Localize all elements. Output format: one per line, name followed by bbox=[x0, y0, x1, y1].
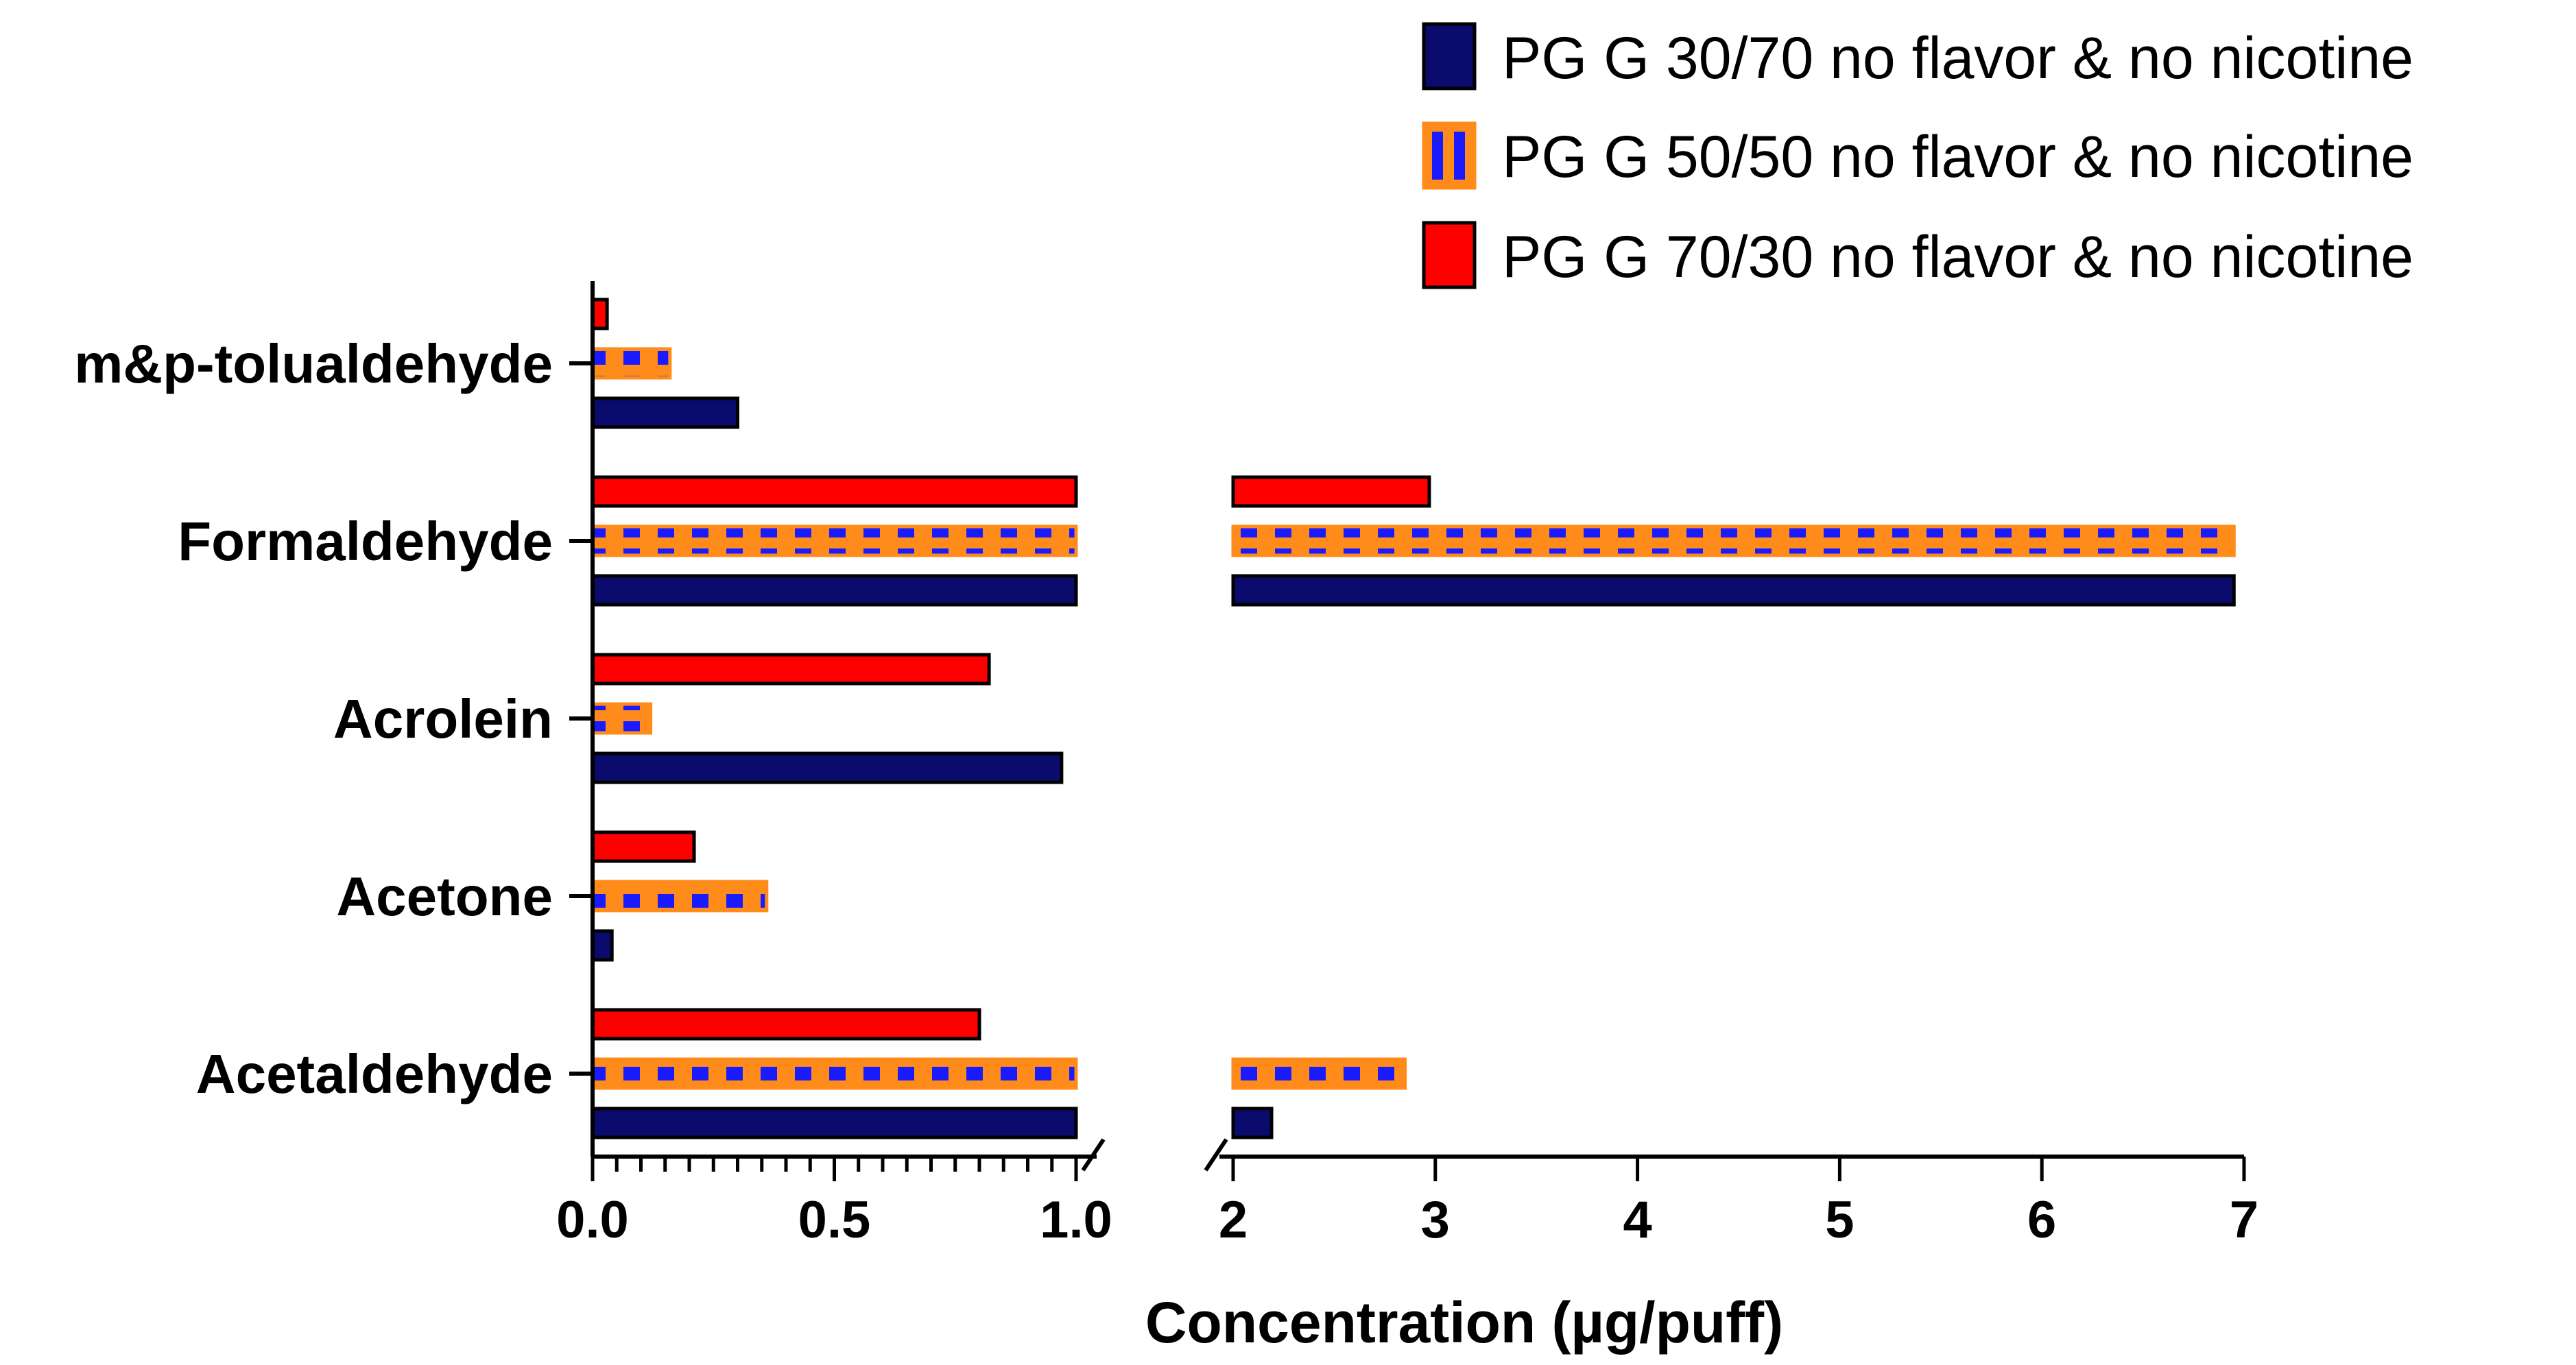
plot-area: m&p-tolualdehyde Formaldehyde Acrolein Acet… bbox=[74, 281, 2258, 1249]
legend-label-series-2: PG G 50/50 no flavor & no nicotine bbox=[1502, 124, 2413, 190]
bar-acetone-series-2 bbox=[591, 880, 769, 913]
x-axis-label: Concentration (µg/puff) bbox=[1145, 1290, 1783, 1355]
bar-acetone-series-1 bbox=[591, 929, 614, 962]
bar-acetaldehyde-series-2-continued bbox=[1231, 1057, 1407, 1090]
legend-swatch-series-1 bbox=[1422, 22, 1477, 90]
x-tick-label: 0.0 bbox=[556, 1191, 629, 1249]
x-tick-label: 0.5 bbox=[798, 1191, 871, 1249]
bar-acetaldehyde-series-2 bbox=[591, 1057, 1078, 1090]
bar-formaldehyde-series-3 bbox=[591, 475, 1078, 508]
category-label: m&p-tolualdehyde bbox=[74, 333, 553, 394]
axis-break-mark bbox=[1081, 1138, 1106, 1172]
legend-swatch-series-2-stripe-a bbox=[1432, 132, 1443, 180]
x-tick-label: 4 bbox=[1623, 1191, 1651, 1249]
x-tick-label: 7 bbox=[2230, 1191, 2258, 1249]
legend-swatch-series-2-stripe-b bbox=[1454, 132, 1465, 180]
x-tick-label: 1.0 bbox=[1040, 1191, 1112, 1249]
bar-formaldehyde-series-1 bbox=[591, 574, 1078, 607]
bar-acetaldehyde-series-3 bbox=[591, 1008, 981, 1041]
bar-m-p-tolualdehyde-series-1 bbox=[591, 396, 739, 429]
bar-m-p-tolualdehyde-series-2 bbox=[591, 347, 672, 380]
bar-acetone-series-3 bbox=[591, 830, 696, 863]
bar-acetaldehyde-series-1 bbox=[591, 1107, 1078, 1139]
bar-formaldehyde-series-2-continued bbox=[1231, 524, 2236, 557]
axis-break-mark bbox=[1204, 1138, 1228, 1172]
bar-formaldehyde-series-2 bbox=[591, 524, 1078, 557]
category-label: Formaldehyde bbox=[178, 511, 553, 572]
bar-acrolein-series-3 bbox=[591, 653, 991, 686]
legend-label-series-1: PG G 30/70 no flavor & no nicotine bbox=[1502, 25, 2413, 91]
legend-swatch-series-2 bbox=[1422, 121, 1477, 190]
x-tick-label: 5 bbox=[1825, 1191, 1854, 1249]
x-tick-label: 2 bbox=[1219, 1191, 1248, 1249]
category-label: Acetaldehyde bbox=[196, 1043, 553, 1104]
bar-formaldehyde-series-3-continued bbox=[1231, 475, 1431, 508]
legend-swatch-series-3 bbox=[1422, 221, 1477, 289]
category-label: Acrolein bbox=[333, 688, 553, 749]
bar-acrolein-series-1 bbox=[591, 751, 1064, 784]
bar-acrolein-series-2 bbox=[591, 702, 653, 735]
bar-formaldehyde-series-1-continued bbox=[1231, 574, 2236, 607]
bar-m-p-tolualdehyde-series-3 bbox=[591, 298, 609, 330]
bar-acetaldehyde-series-1-continued bbox=[1231, 1107, 1274, 1139]
legend: PG G 30/70 no flavor & no nicotine PG G … bbox=[1422, 22, 2413, 290]
legend-label-series-3: PG G 70/30 no flavor & no nicotine bbox=[1502, 224, 2413, 290]
x-tick-label: 6 bbox=[2027, 1191, 2056, 1249]
x-tick-label: 3 bbox=[1421, 1191, 1450, 1249]
category-label: Acetone bbox=[336, 866, 553, 927]
